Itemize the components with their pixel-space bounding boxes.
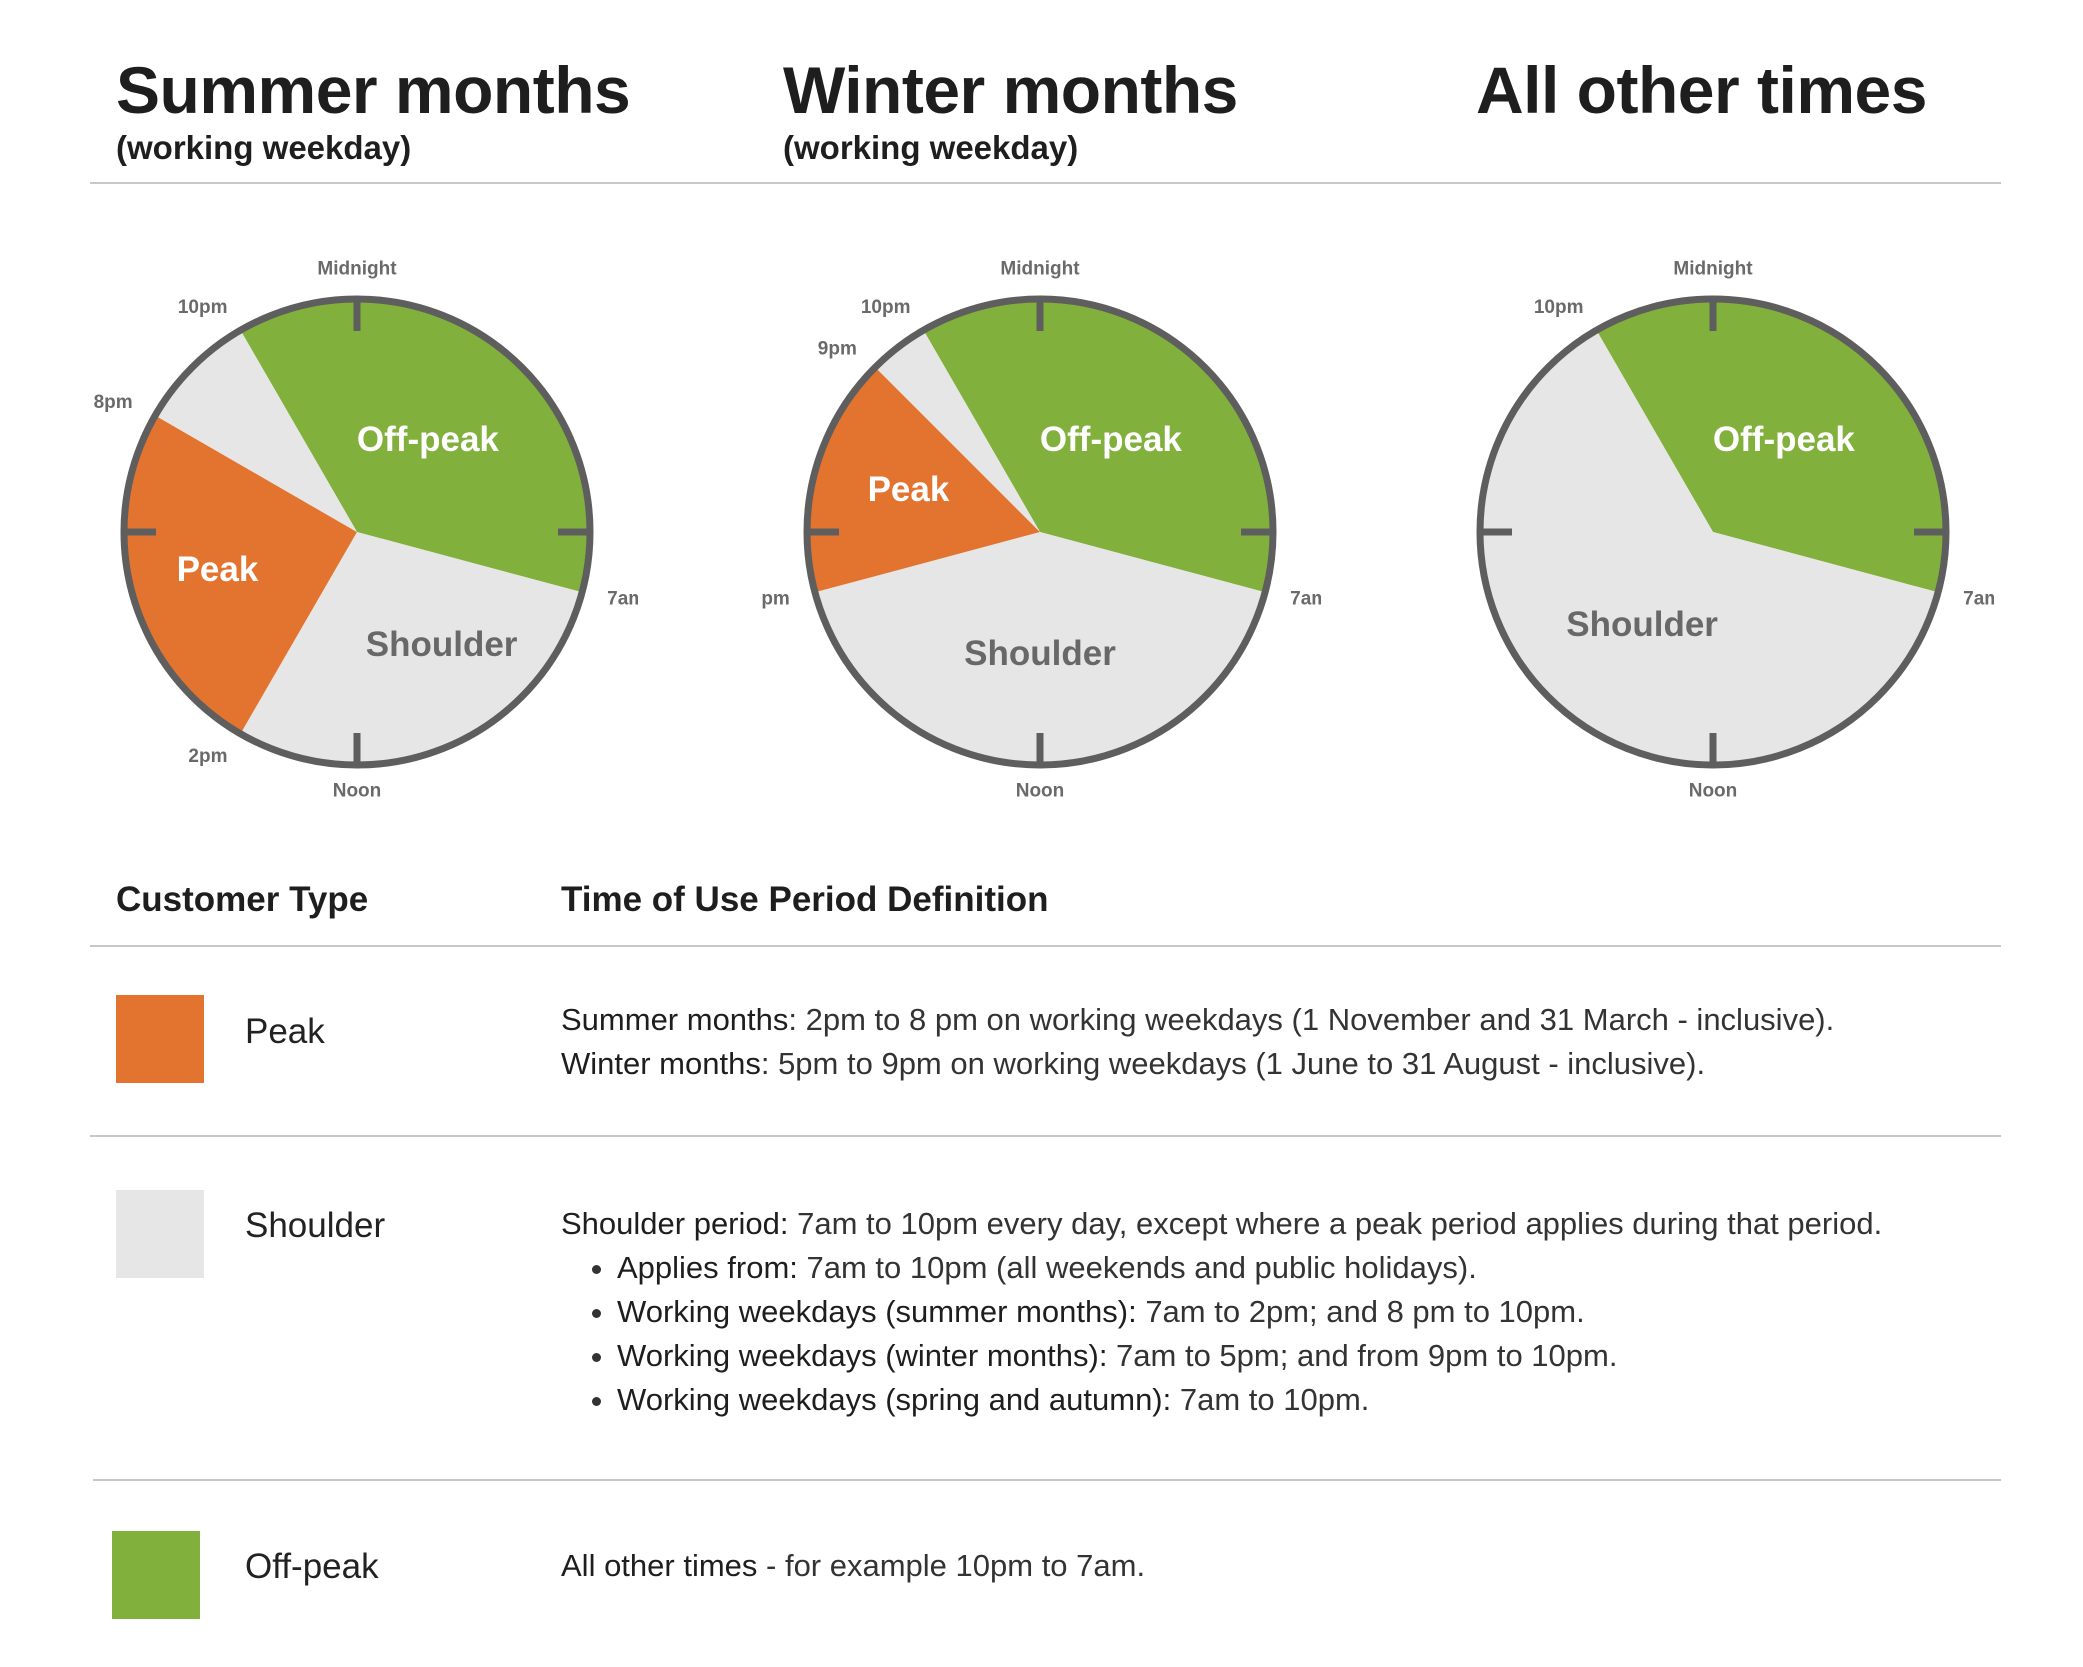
offpeak-segment — [923, 299, 1273, 593]
shoulder-segment-label: Shoulder — [366, 625, 518, 664]
shoulder-segment — [1479, 330, 1939, 766]
peak-definition: Summer months: 2pm to 8 pm on working we… — [561, 998, 1834, 1086]
offpeak-segment-label: Off-peak — [357, 420, 500, 459]
summer-clock-svg: Off-peak Shoulder Peak Midnight 7am Noon 2pm 8p… — [94, 259, 638, 802]
hour-label: 5pm — [761, 589, 790, 610]
summer-title: Summer months — [116, 53, 631, 127]
winter-title: Winter months — [783, 53, 1238, 127]
peak-def-term: Winter months — [561, 1046, 761, 1081]
offpeak-label: Off-peak — [245, 1547, 379, 1586]
hour-label: Noon — [333, 781, 382, 802]
peak-segment — [124, 415, 357, 734]
list-item: Applies from: 7am to 10pm (all weekends … — [617, 1246, 1882, 1290]
peak-segment — [806, 367, 1040, 593]
hour-label: Noon — [1689, 781, 1738, 802]
bullet-term: Working weekdays (summer months): — [617, 1294, 1137, 1329]
peak-swatch — [116, 995, 204, 1083]
peak-segment-label: Peak — [177, 550, 259, 589]
bullet-term: Applies from: — [617, 1250, 798, 1285]
bullet-text: 7am to 10pm. — [1171, 1382, 1370, 1417]
peak-label: Peak — [245, 1012, 325, 1051]
offpeak-definition: All other times - for example 10pm to 7a… — [561, 1544, 1145, 1588]
list-item: Working weekdays (summer months): 7am to… — [617, 1290, 1882, 1334]
shoulder-segment-label: Shoulder — [1566, 605, 1718, 644]
hour-label: Midnight — [1673, 259, 1753, 280]
offpeak-def-text: - for example 10pm to 7am. — [757, 1548, 1146, 1583]
hour-label: 7am — [1963, 589, 1994, 610]
bullet-text: 7am to 2pm; and 8 pm to 10pm. — [1136, 1294, 1585, 1329]
shoulder-def-term: Shoulder period: — [561, 1206, 789, 1241]
divider-header — [90, 945, 2001, 947]
winter-clock: Off-peak Shoulder Peak Midnight 7am Noon 5pm 9p… — [761, 245, 1321, 815]
offpeak-segment — [240, 299, 590, 593]
shoulder-segment — [875, 330, 1040, 532]
winter-subtitle: (working weekday) — [783, 129, 1079, 166]
bullet-text: 7am to 10pm (all weekends and public hol… — [797, 1250, 1477, 1285]
winter-heading: Winter months (working weekday) — [783, 52, 1238, 168]
shoulder-segment — [155, 330, 357, 532]
hour-label: Midnight — [317, 259, 397, 280]
hour-label: 10pm — [1534, 297, 1584, 318]
shoulder-bullet-list: Applies from: 7am to 10pm (all weekends … — [561, 1246, 1882, 1422]
shoulder-segment-label: Shoulder — [964, 634, 1116, 673]
hour-label: Midnight — [1000, 259, 1080, 280]
offpeak-segment-label: Off-peak — [1713, 420, 1856, 459]
header-period-definition: Time of Use Period Definition — [561, 880, 1049, 919]
list-item: Working weekdays (winter months): 7am to… — [617, 1334, 1882, 1378]
hour-label: 9pm — [818, 338, 857, 359]
header-customer-type: Customer Type — [116, 880, 369, 919]
winter-clock-svg: Off-peak Shoulder Peak Midnight 7am Noon 5pm 9p… — [761, 259, 1321, 802]
bullet-term: Working weekdays (spring and autumn): — [617, 1382, 1172, 1417]
offpeak-def-line: All other times - for example 10pm to 7a… — [561, 1544, 1145, 1588]
shoulder-segment — [814, 532, 1266, 765]
shoulder-def-text: 7am to 10pm every day, except where a pe… — [788, 1206, 1883, 1241]
other-title: All other times — [1476, 53, 1927, 127]
hour-label: 2pm — [188, 746, 227, 767]
bullet-text: 7am to 5pm; and from 9pm to 10pm. — [1107, 1338, 1618, 1373]
peak-def-line-summer: Summer months: 2pm to 8 pm on working we… — [561, 998, 1834, 1042]
bullet-term: Working weekdays (winter months): — [617, 1338, 1108, 1373]
offpeak-swatch — [112, 1531, 200, 1619]
hour-label: 8pm — [94, 392, 133, 413]
divider-top — [90, 182, 2001, 184]
peak-def-text: : 5pm to 9pm on working weekdays (1 June… — [760, 1046, 1706, 1081]
hour-label: 7am — [607, 589, 638, 610]
summer-heading: Summer months (working weekday) — [116, 52, 631, 168]
summer-subtitle: (working weekday) — [116, 129, 412, 166]
shoulder-label: Shoulder — [245, 1206, 386, 1245]
divider-row-2 — [93, 1479, 2001, 1481]
shoulder-swatch — [116, 1190, 204, 1278]
peak-def-line-winter: Winter months: 5pm to 9pm on working wee… — [561, 1042, 1834, 1086]
hour-label: 10pm — [861, 297, 911, 318]
shoulder-segment — [240, 532, 583, 765]
offpeak-segment-label: Off-peak — [1040, 420, 1183, 459]
hour-label: Noon — [1016, 781, 1065, 802]
other-clock-svg: Off-peak Shoulder Midnight 7am Noon 10pm — [1476, 259, 1994, 802]
peak-segment-label: Peak — [868, 470, 950, 509]
peak-def-term: Summer months — [561, 1002, 789, 1037]
peak-def-text: : 2pm to 8 pm on working weekdays (1 Nov… — [788, 1002, 1835, 1037]
offpeak-segment — [1596, 299, 1946, 593]
divider-row-1 — [90, 1135, 2001, 1137]
shoulder-definition: Shoulder period: 7am to 10pm every day, … — [561, 1202, 1882, 1422]
hour-label: 7am — [1290, 589, 1321, 610]
other-heading: All other times — [1476, 52, 1927, 128]
list-item: Working weekdays (spring and autumn): 7a… — [617, 1378, 1882, 1422]
summer-clock: Off-peak Shoulder Peak Midnight 7am Noon 2pm 8p… — [78, 245, 638, 815]
offpeak-def-term: All other times — [561, 1548, 758, 1583]
hour-label: 10pm — [178, 297, 228, 318]
shoulder-def-intro: Shoulder period: 7am to 10pm every day, … — [561, 1202, 1882, 1246]
other-clock: Off-peak Shoulder Midnight 7am Noon 10pm — [1434, 245, 1994, 815]
